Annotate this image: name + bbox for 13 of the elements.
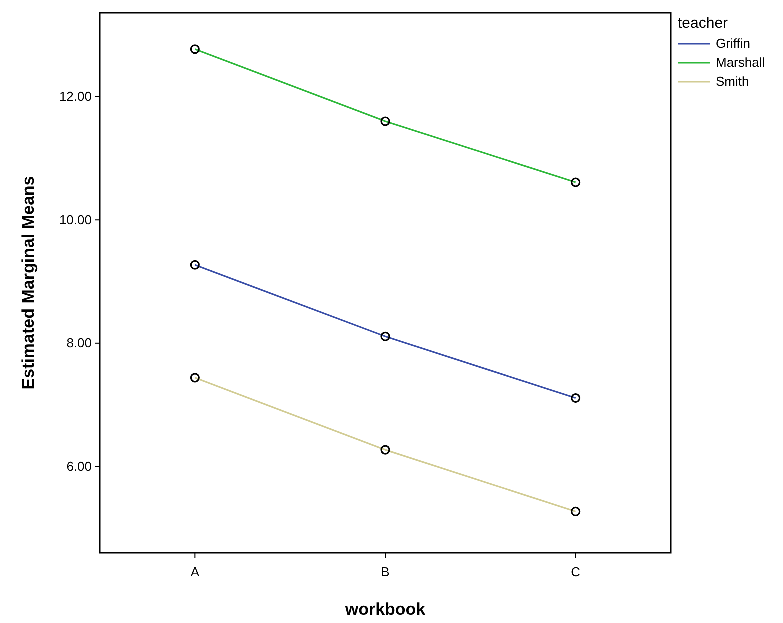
x-axis-title: workbook [344,600,426,619]
legend-title: teacher [678,15,728,32]
y-tick-label: 6.00 [66,458,92,474]
legend-label: Smith [716,74,750,89]
x-tick-label: C [571,564,581,580]
y-tick-label: 12.00 [59,88,92,104]
y-tick-label: 8.00 [66,336,92,351]
y-tick-label: 10.00 [59,212,92,228]
y-axis-title: Estimated Marginal Means [19,176,38,390]
legend-label: Marshall [716,55,766,70]
x-tick-label: B [381,564,390,580]
legend-label: Griffin [716,36,750,51]
x-tick-label: A [190,564,200,580]
